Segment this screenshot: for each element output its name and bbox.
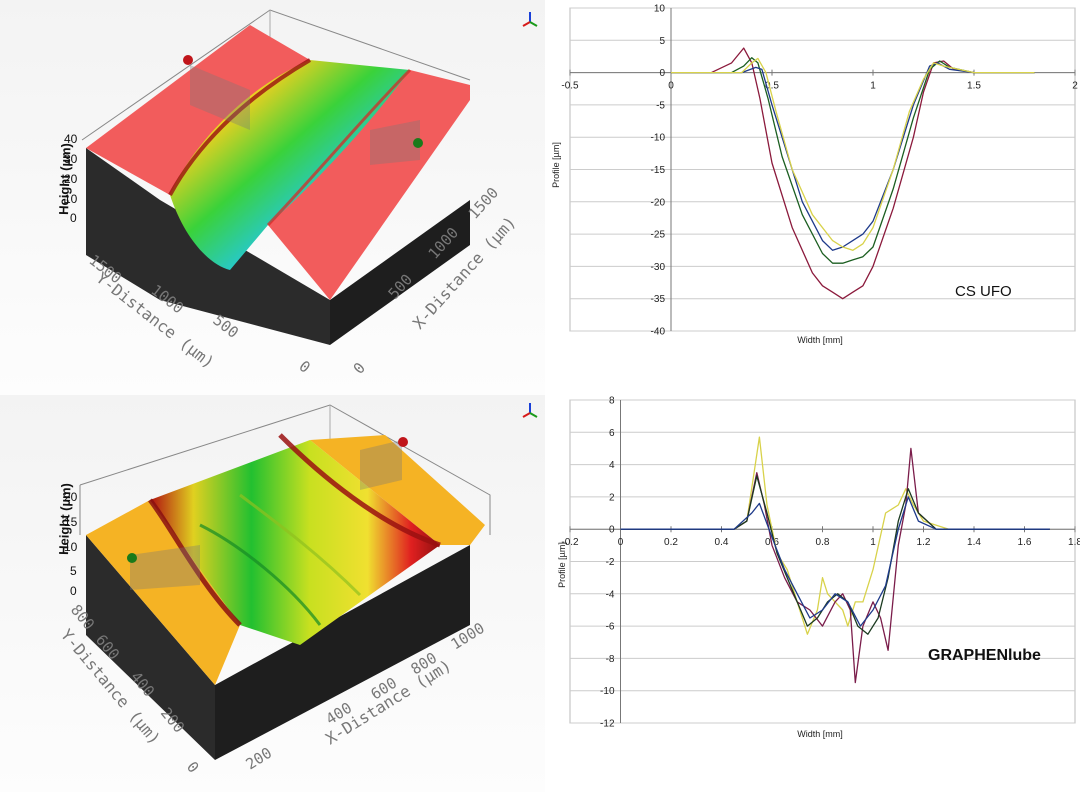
x-axis-title: Width [mm] [797, 729, 843, 739]
y-axis-title: Profile [µm] [551, 142, 561, 188]
y-tick-label: -10 [651, 133, 666, 144]
y-tick-label: 2 [609, 492, 615, 503]
axes-orientation-icon[interactable] [522, 403, 538, 418]
y-axis-title: Profile [µm] [557, 542, 567, 588]
y-tick-label: -40 [651, 327, 666, 338]
y-tick-label: -2 [606, 557, 615, 568]
x-tick-label: 1 [870, 81, 876, 92]
y-tick-label: 5 [659, 36, 665, 47]
surface-plot-bottom: Height (µm) 20 15 10 5 0 800 600 400 200… [0, 395, 545, 792]
y-tick-label: -4 [606, 589, 615, 600]
marker-green [127, 553, 137, 563]
surface-groove [170, 60, 410, 270]
z-tick: 10 [64, 540, 78, 554]
z-axis-title: Height (µm) [56, 143, 73, 215]
y-tick-label: 0 [609, 525, 615, 536]
surface-side-right [215, 545, 470, 760]
z-tick: 30 [64, 152, 78, 166]
y-tick-label: -15 [651, 165, 666, 176]
x-tick-label: 1 [870, 537, 876, 548]
bounding-box-bottom [79, 404, 491, 535]
x-tick-label: 0.6 [765, 537, 779, 548]
x-tick-label: 0.5 [765, 81, 779, 92]
z-tick: 10 [64, 192, 78, 206]
x-tick-label: 0.4 [715, 537, 729, 548]
y-tick-label: 10 [654, 4, 666, 15]
z-tick: 15 [64, 515, 78, 529]
x-tick-label: 1.8 [1068, 537, 1080, 548]
surface-side-left [86, 535, 215, 760]
axes-orientation-icon[interactable] [522, 12, 538, 27]
z-tick: 20 [64, 172, 78, 186]
series-line-4 [620, 496, 1050, 627]
surface-side-left [86, 148, 160, 300]
profile-chart-cs-ufo: 10 5 0 -5 -10 -15 -20 -25 -30 -35 -40 -0.5 0 0.5 1 1.5 2… [545, 0, 1080, 395]
series-line-4 [671, 57, 1035, 251]
x-tick-label: 1.6 [1018, 537, 1032, 548]
y-tick-label: -35 [651, 294, 666, 305]
y-tick-label: 6 [609, 428, 615, 439]
x-tick-label: 0 [668, 81, 674, 92]
x-tick-label: 1.2 [917, 537, 931, 548]
y-tick-label: -6 [606, 622, 615, 633]
chart-annotation: GRAPHENlube [928, 647, 1041, 664]
x-tick-label: -0.5 [561, 81, 579, 92]
y-tick-label: 4 [609, 460, 615, 471]
x-tick-label: 1.4 [967, 537, 981, 548]
y-tick-label: 8 [609, 396, 615, 407]
marker-green [413, 138, 423, 148]
surface-groove [150, 440, 440, 645]
surface-flat-left [86, 25, 310, 195]
marker-red [398, 437, 408, 447]
profile-chart-graphenlube: 8 6 4 2 0 -2 -4 -6 -8 -10 -12 -0.2 0 0.2 0.4 0.6 0.8 1 1.2… [545, 395, 1080, 792]
y-tick-label: 0 [659, 68, 665, 79]
x-tick-label: 0.2 [664, 537, 678, 548]
chart-annotation: CS UFO [955, 283, 1012, 300]
marker-red [183, 55, 193, 65]
z-tick: 5 [70, 564, 77, 578]
surface-flat-left [86, 500, 240, 685]
x-tick-label: 2 [1072, 81, 1078, 92]
x-axis-title: Width [mm] [797, 335, 843, 345]
surface-side-right [330, 200, 470, 345]
y-tick-label: -8 [606, 654, 615, 665]
y-tick-label: -25 [651, 230, 666, 241]
y-tick-label: -30 [651, 262, 666, 273]
y-tick-label: -12 [600, 719, 615, 730]
z-tick: 0 [70, 584, 77, 598]
x-tick-label: 1.5 [967, 81, 981, 92]
z-tick: 0 [70, 211, 77, 225]
series-line-1 [671, 47, 1035, 300]
y-tick-label: -10 [600, 686, 615, 697]
surface-plot-top-svg: Height (µm) 40 30 20 10 0 1500 1000 500 … [0, 0, 545, 395]
z-tick: 20 [64, 490, 78, 504]
surface-plot-top: Height (µm) 40 30 20 10 0 1500 1000 500 … [0, 0, 545, 395]
y-tick-label: -5 [656, 100, 665, 111]
surface-plot-bottom-svg: Height (µm) 20 15 10 5 0 800 600 400 200… [0, 395, 545, 792]
z-axis-title: Height (µm) [56, 483, 73, 555]
z-tick: 40 [64, 132, 78, 146]
surface-flat-right [310, 435, 485, 545]
x-tick-label: 0.8 [816, 537, 830, 548]
x-tick-label: 0 [618, 537, 624, 548]
surface-flat-right [268, 70, 470, 300]
x-tick-label: -0.2 [561, 537, 579, 548]
y-tick-label: -20 [651, 197, 666, 208]
